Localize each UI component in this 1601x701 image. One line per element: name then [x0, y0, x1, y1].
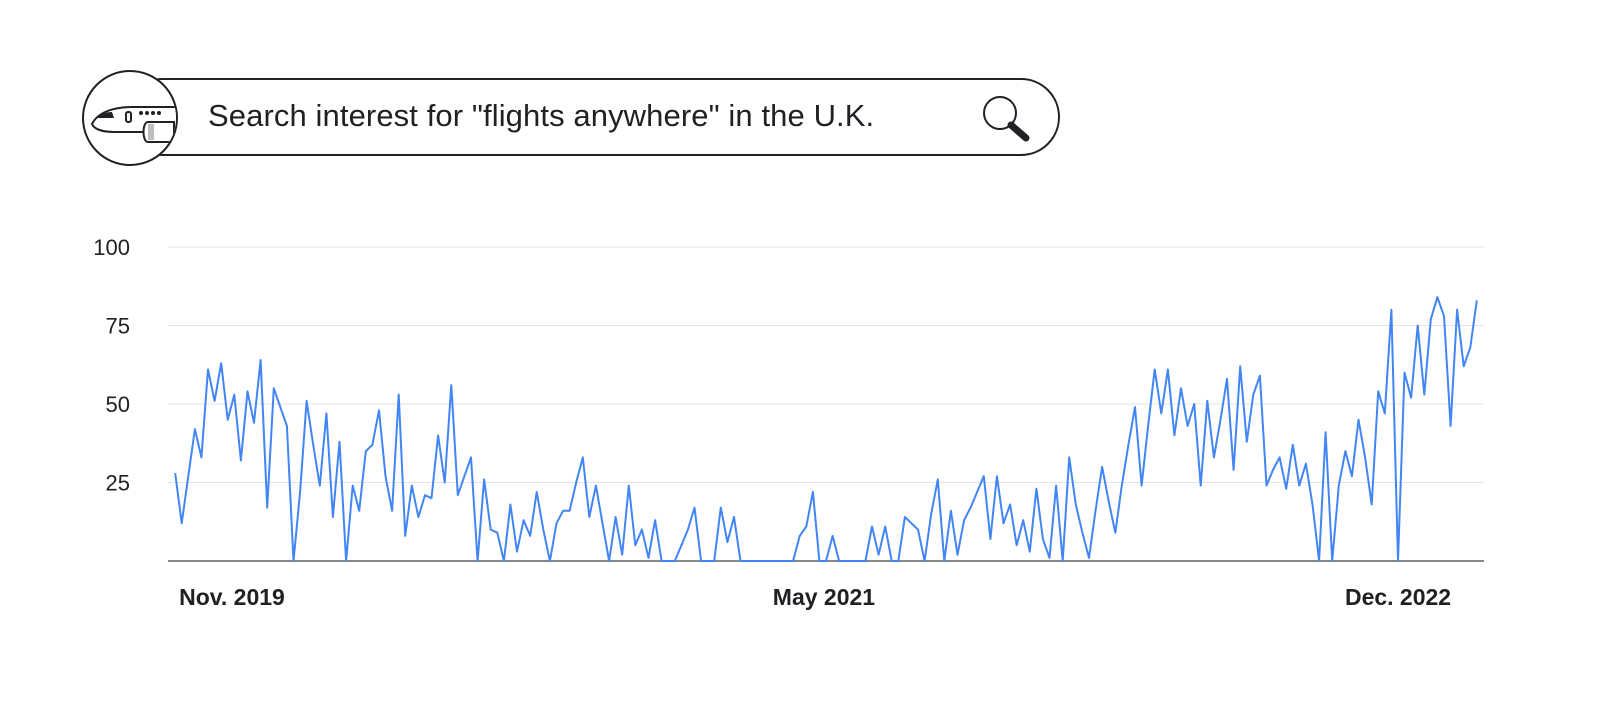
x-axis-ticks: Nov. 2019 May 2021 Dec. 2022 — [179, 584, 1451, 610]
search-bar[interactable] — [124, 78, 1060, 156]
y-axis-ticks: 100 75 50 25 — [93, 235, 130, 496]
y-tick-label: 25 — [106, 471, 130, 496]
y-tick-label: 75 — [106, 314, 130, 339]
airplane-icon — [82, 70, 178, 166]
chart-title: Search interest for "flights anywhere" i… — [208, 98, 875, 133]
series-line — [174, 296, 1478, 562]
y-tick-label: 100 — [93, 235, 130, 260]
series-layer — [174, 296, 1478, 562]
y-tick-label: 50 — [106, 392, 130, 417]
x-tick-label: May 2021 — [773, 584, 876, 610]
magnifier-icon[interactable] — [978, 92, 1034, 144]
grid-lines — [168, 246, 1484, 483]
x-tick-label: Dec. 2022 — [1345, 584, 1451, 610]
x-tick-label: Nov. 2019 — [179, 584, 285, 610]
